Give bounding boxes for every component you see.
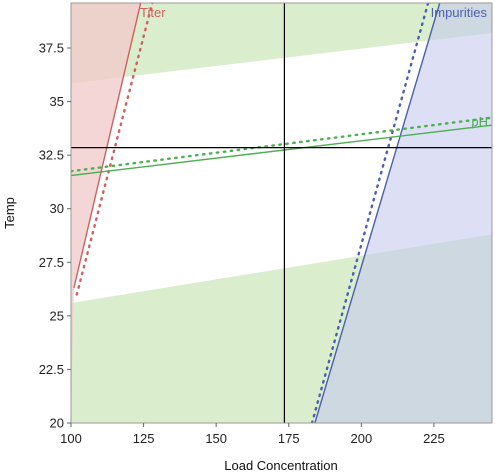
y-tick-label: 25: [50, 308, 64, 323]
impurities-region: [314, 3, 492, 423]
y-tick-label: 35: [50, 94, 64, 109]
y-tick-label: 37.5: [39, 41, 64, 56]
axis-ticks: 100 125 150 175 200 225 20 22.5 25 27.5 30 32.5 35 37…: [39, 41, 445, 447]
x-tick-label: 225: [423, 431, 445, 446]
titer-region: [71, 3, 141, 423]
impurities-label: Impurities: [431, 5, 488, 20]
y-tick-label: 22.5: [39, 362, 64, 377]
x-axis-label: Load Concentration: [224, 458, 337, 473]
ph-region-upper: [71, 3, 492, 84]
plot-frame: [70, 2, 493, 424]
impurities-margin-line: [310, 3, 430, 423]
titer-margin-line: [75, 3, 154, 296]
x-tick-label: 100: [60, 431, 82, 446]
y-tick-label: 20: [50, 416, 64, 431]
ph-limit-line: [71, 124, 492, 177]
y-tick-label: 32.5: [39, 148, 64, 163]
y-axis-label: Temp: [2, 197, 17, 229]
shaded-regions: [71, 3, 492, 423]
x-tick-label: 150: [205, 431, 227, 446]
ph-label: pH: [471, 114, 488, 129]
crosshair: [71, 3, 492, 423]
contour-labels: Titer Impurities pH: [140, 5, 488, 129]
x-tick-label: 175: [278, 431, 300, 446]
ph-margin-line: [71, 116, 492, 173]
titer-label: Titer: [140, 5, 166, 20]
y-tick-label: 27.5: [39, 255, 64, 270]
y-tick-label: 30: [50, 201, 64, 216]
contour-lines: [71, 3, 492, 423]
x-tick-label: 200: [350, 431, 372, 446]
x-tick-label: 125: [133, 431, 155, 446]
titer-limit-line: [73, 3, 142, 289]
impurities-limit-line: [314, 3, 441, 423]
